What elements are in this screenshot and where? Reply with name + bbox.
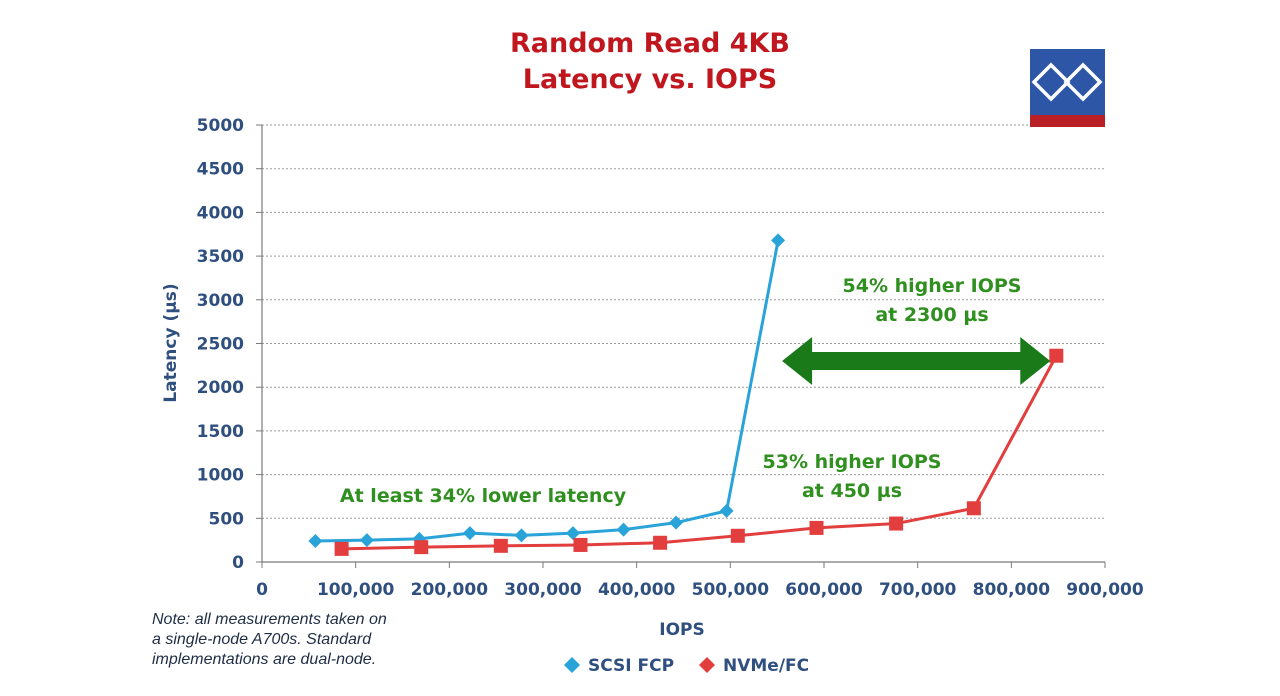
annotation-text: 53% higher IOPS: [763, 451, 942, 473]
logo-red-band: [1030, 115, 1105, 127]
data-point-diamond: [462, 526, 477, 541]
annotation-text: at 450 µs: [802, 480, 902, 502]
data-point-diamond: [771, 233, 786, 248]
y-tick-label: 500: [209, 509, 245, 529]
legend-marker-diamond: [564, 657, 580, 673]
data-point-square: [730, 528, 745, 543]
footnote-line: Note: all measurements taken on: [152, 611, 387, 628]
data-point-square: [493, 538, 508, 553]
x-tick-label: 700,000: [879, 580, 957, 600]
data-point-square: [809, 520, 824, 535]
x-axis-label: IOPS: [659, 620, 704, 640]
data-point-square: [334, 541, 349, 556]
legend-label: NVMe/FC: [723, 656, 809, 676]
annotation-text: 54% higher IOPS: [843, 275, 1022, 297]
x-tick-label: 900,000: [1066, 580, 1144, 600]
data-point-square: [966, 501, 981, 516]
series-line: [341, 355, 1058, 551]
data-point-diamond: [616, 522, 631, 537]
logo-diamond-right: [1063, 62, 1103, 102]
legend-marker-square: [699, 657, 715, 673]
chart-title: Random Read 4KB: [510, 28, 790, 59]
footnote-line: a single-node A700s. Standard: [152, 631, 372, 648]
x-tick-label: 300,000: [504, 580, 582, 600]
data-point-diamond: [308, 534, 323, 549]
y-tick-label: 1500: [197, 422, 244, 442]
y-tick-label: 4000: [197, 203, 244, 223]
data-point-diamond: [669, 515, 684, 530]
y-tick-label: 3500: [197, 247, 244, 267]
footnote: Note: all measurements taken on a single…: [152, 610, 387, 670]
y-tick-label: 3000: [197, 291, 244, 311]
x-tick-label: 600,000: [785, 580, 863, 600]
footnote-line: implementations are dual-node.: [152, 651, 377, 668]
data-point-square: [653, 535, 668, 550]
annotation-text: At least 34% lower latency: [340, 485, 627, 507]
y-tick-label: 0: [232, 553, 244, 573]
y-axis-label: Latency (µs): [161, 283, 181, 402]
double-arrow: [782, 336, 1051, 385]
data-point-square: [414, 540, 429, 555]
y-tick-label: 5000: [197, 116, 244, 136]
x-tick-label: 400,000: [598, 580, 676, 600]
x-tick-label: 0: [256, 580, 268, 600]
data-point-diamond: [359, 533, 374, 548]
data-point-square: [1049, 348, 1064, 363]
data-point-diamond: [719, 503, 734, 518]
y-tick-label: 4500: [197, 160, 244, 180]
annotation-text: at 2300 µs: [875, 304, 988, 326]
y-tick-label: 1000: [197, 466, 244, 486]
y-tick-label: 2500: [197, 335, 244, 355]
chart-subtitle: Latency vs. IOPS: [522, 64, 778, 95]
legend-label: SCSI FCP: [588, 656, 674, 676]
brand-logo-icon: [1030, 49, 1105, 127]
data-point-square: [889, 516, 904, 531]
x-tick-label: 500,000: [692, 580, 770, 600]
y-tick-label: 2000: [197, 378, 244, 398]
data-point-diamond: [565, 526, 580, 541]
data-point-square: [573, 537, 588, 552]
x-tick-label: 800,000: [973, 580, 1051, 600]
x-tick-label: 200,000: [411, 580, 489, 600]
x-tick-label: 100,000: [317, 580, 395, 600]
data-point-diamond: [514, 528, 529, 543]
series-line: [315, 240, 780, 543]
